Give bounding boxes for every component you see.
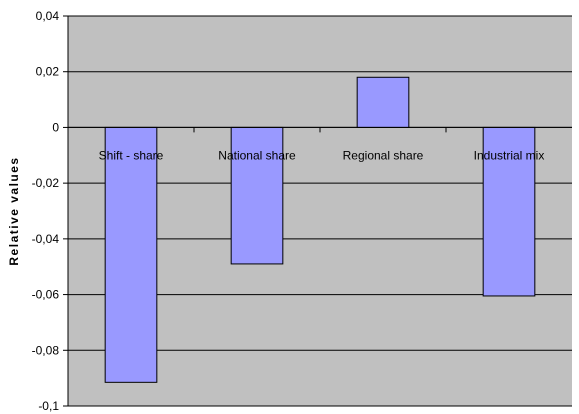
y-axis-title: Relative values	[7, 156, 21, 265]
category-labels: Shift - share National share Regional shar…	[99, 148, 545, 162]
x-tick-marks	[193, 127, 447, 133]
y-tick-label: 0	[52, 120, 59, 134]
category-label: National share	[218, 148, 296, 162]
bar	[230, 126, 284, 265]
y-tick-label: -0,02	[32, 176, 60, 190]
y-tick-marks	[63, 15, 68, 407]
y-tick-label: -0,04	[32, 232, 60, 246]
category-label: Regional share	[343, 148, 424, 162]
bar	[104, 126, 158, 383]
y-tick-label: -0,06	[32, 288, 60, 302]
bar	[482, 126, 536, 297]
y-tick-label: -0,08	[32, 343, 60, 357]
y-tick-label: 0,02	[36, 65, 60, 79]
category-label: Shift - share	[99, 148, 164, 162]
y-tick-label: -0,1	[38, 399, 59, 413]
y-tick-label: 0,04	[36, 9, 60, 23]
bars	[104, 76, 536, 383]
category-label: Industrial mix	[474, 148, 545, 162]
y-tick-labels: 0,04 0,02 0 -0,02 -0,04 -0,06 -0,08 -0,1	[32, 9, 60, 413]
bar	[356, 76, 410, 128]
